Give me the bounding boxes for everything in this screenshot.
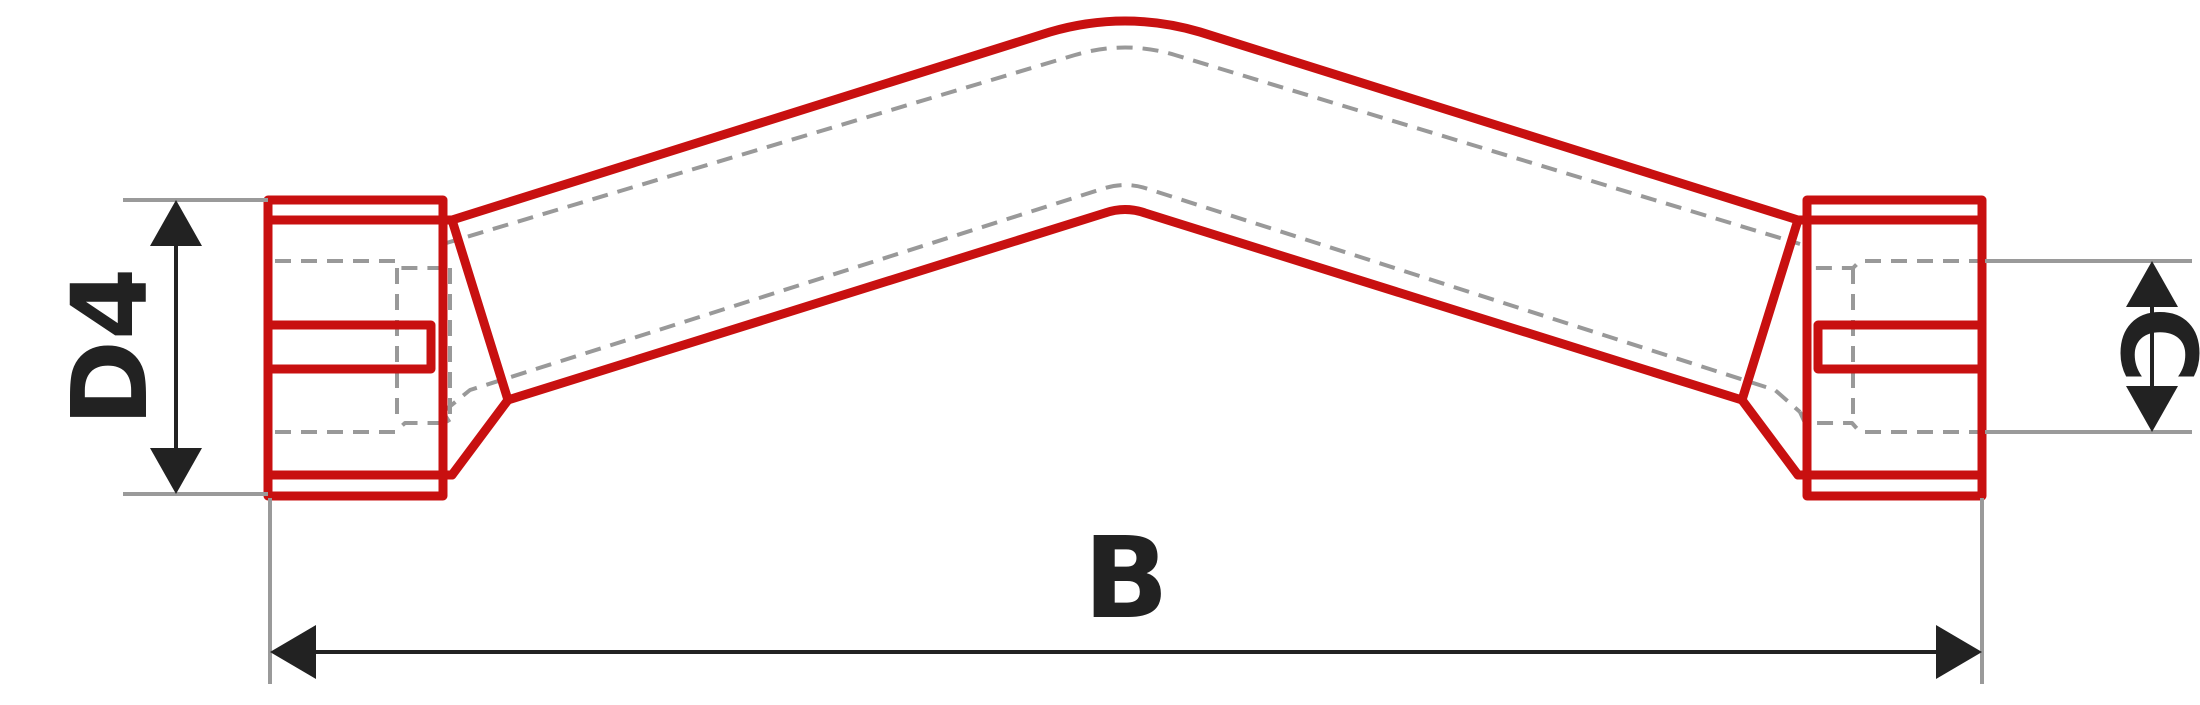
right-collar xyxy=(1737,215,1803,480)
left-collar xyxy=(447,215,513,480)
d4-label: D4 xyxy=(49,268,171,427)
right-fitting-body xyxy=(1802,195,1987,501)
b-label: B xyxy=(1083,514,1168,644)
hose-body-lower-edge xyxy=(503,205,1747,405)
d4-arrow-top-icon xyxy=(150,200,202,246)
hidden-lines xyxy=(275,45,1985,434)
extension-lines xyxy=(123,198,2192,684)
left-fitting-slot xyxy=(263,320,436,374)
dimension-c xyxy=(2126,261,2178,432)
right-bore-hidden xyxy=(1798,259,1985,434)
c-label: C xyxy=(2097,307,2200,383)
right-fitting-slot xyxy=(1813,320,1987,374)
inner-bore-lower-hidden xyxy=(441,183,1802,414)
dimension-d4 xyxy=(150,200,202,494)
c-arrow-top-icon xyxy=(2126,261,2178,307)
hose-body-upper-edge xyxy=(447,16,1803,225)
left-bore-hidden xyxy=(275,259,452,434)
d4-arrow-bottom-icon xyxy=(150,448,202,494)
inner-bore-upper-hidden xyxy=(442,45,1801,246)
b-arrow-right-icon xyxy=(1936,625,1982,679)
b-arrow-left-icon xyxy=(270,625,316,679)
left-end-fitting xyxy=(263,195,457,501)
part-outline xyxy=(263,16,1987,501)
c-arrow-bottom-icon xyxy=(2126,386,2178,432)
left-fitting-body xyxy=(263,195,448,501)
dimension-b xyxy=(270,625,1982,679)
right-end-fitting xyxy=(1793,195,1987,501)
